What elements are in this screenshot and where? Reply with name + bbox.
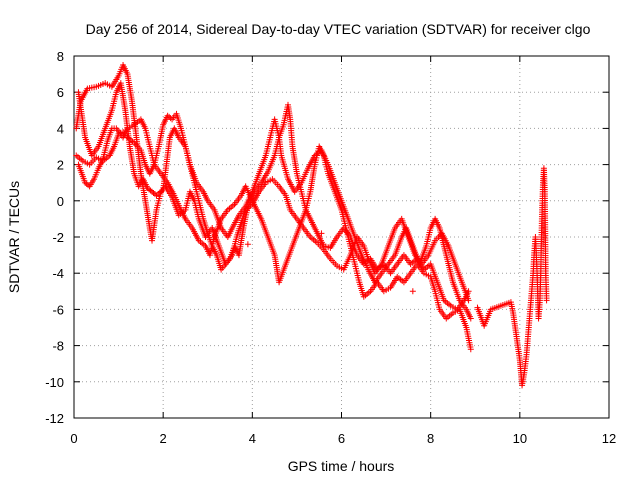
y-tick-label: 6 bbox=[57, 85, 64, 100]
data-markers bbox=[73, 62, 550, 389]
y-tick-label: -12 bbox=[45, 411, 64, 426]
x-tick-label: 6 bbox=[338, 431, 345, 446]
y-tick-label: 2 bbox=[57, 158, 64, 173]
data-point bbox=[465, 297, 472, 304]
data-point bbox=[467, 346, 474, 353]
y-tick-label: -10 bbox=[45, 375, 64, 390]
y-axis-title: SDTVAR / TECUs bbox=[6, 181, 22, 293]
data-point bbox=[244, 241, 251, 248]
x-tick-label: 4 bbox=[249, 431, 256, 446]
x-axis-title: GPS time / hours bbox=[288, 458, 395, 474]
axis-ticks: 0 2 4 6 8 10 12 -12 -10 -8 -6 -4 -2 0 2 4 6 8 bbox=[45, 49, 616, 446]
chart-title: Day 256 of 2014, Sidereal Day-to-day VTE… bbox=[86, 21, 591, 37]
x-tick-label: 10 bbox=[513, 431, 527, 446]
data-point bbox=[318, 230, 325, 237]
x-tick-label: 2 bbox=[160, 431, 167, 446]
data-point bbox=[409, 288, 416, 295]
y-tick-label: 8 bbox=[57, 49, 64, 64]
data-point bbox=[85, 182, 92, 189]
y-tick-label: -8 bbox=[52, 339, 64, 354]
y-tick-label: 0 bbox=[57, 194, 64, 209]
x-tick-label: 12 bbox=[602, 431, 616, 446]
data-point bbox=[465, 288, 472, 295]
y-tick-label: 4 bbox=[57, 121, 64, 136]
data-point bbox=[543, 297, 550, 304]
data-point bbox=[167, 115, 174, 122]
y-tick-label: -2 bbox=[52, 230, 64, 245]
y-tick-label: -6 bbox=[52, 302, 64, 317]
x-tick-label: 0 bbox=[70, 431, 77, 446]
grid bbox=[74, 56, 609, 418]
y-tick-label: -4 bbox=[52, 266, 64, 281]
x-tick-label: 8 bbox=[427, 431, 434, 446]
data-point bbox=[467, 315, 474, 322]
